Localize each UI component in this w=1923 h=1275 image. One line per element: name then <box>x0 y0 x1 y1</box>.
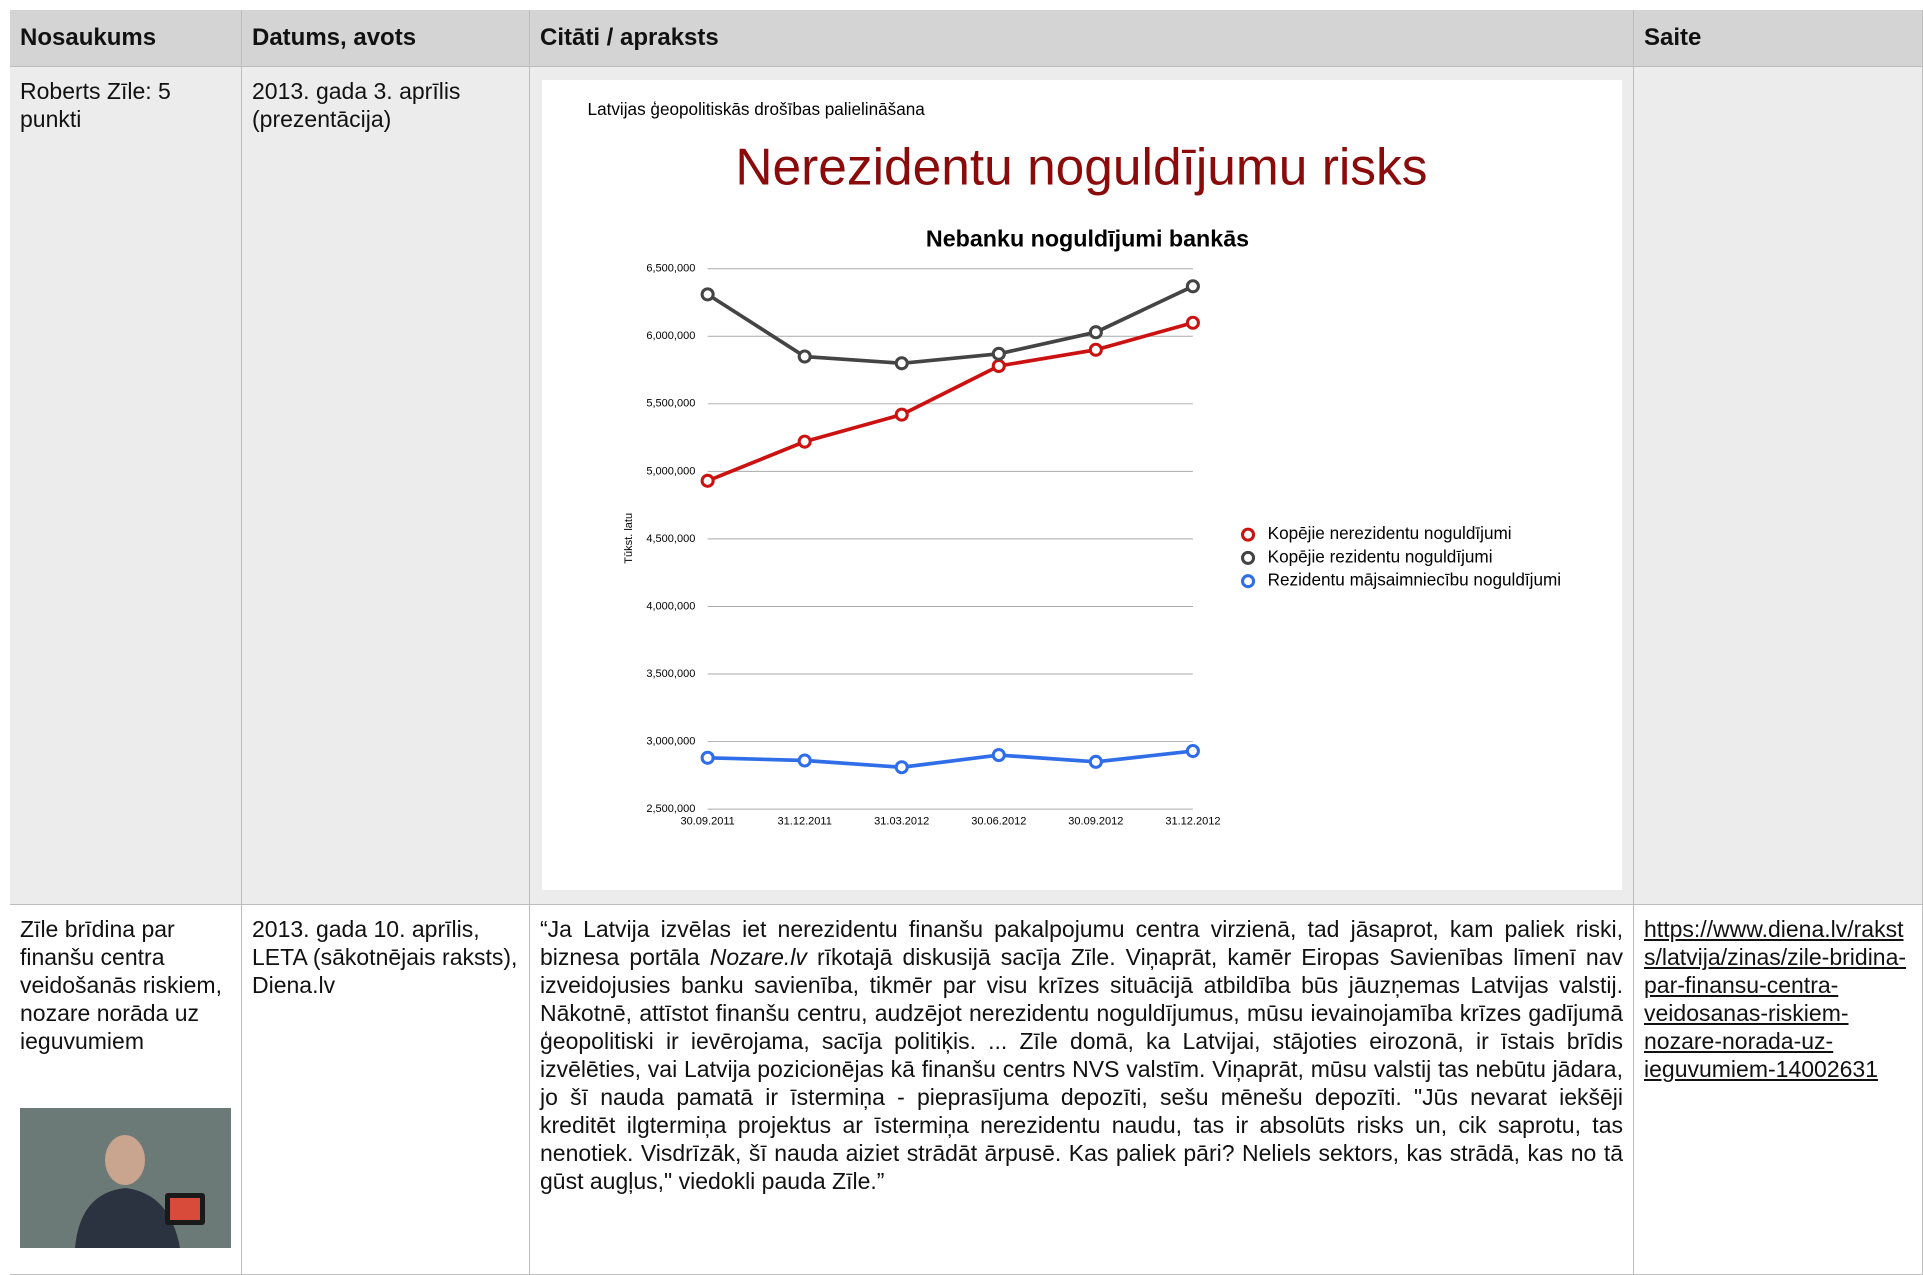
line <box>708 323 1193 481</box>
y-tick-label: 2,500,000 <box>646 803 695 815</box>
y-axis-label: Tūkst. latu <box>623 513 635 564</box>
legend-marker <box>1243 529 1254 540</box>
point <box>702 475 713 486</box>
cell: Zīle brīdina par finanšu centra veidošan… <box>10 905 242 1275</box>
point <box>993 348 1004 359</box>
line <box>708 751 1193 767</box>
point <box>1187 317 1198 328</box>
point <box>896 409 907 420</box>
cell: Latvijas ģeopolitiskās drošības palielin… <box>530 67 1634 905</box>
y-tick-label: 5,000,000 <box>646 465 695 477</box>
cell: 2013. gada 10. aprīlis, LETA (sākotnējai… <box>242 905 530 1275</box>
x-tick-label: 31.12.2012 <box>1165 815 1220 827</box>
point <box>993 750 1004 761</box>
chart-title: Nerezidentu noguldījumu risks <box>735 137 1427 195</box>
cell <box>1634 67 1923 905</box>
header-cell: Datums, avots <box>242 10 530 67</box>
point <box>799 755 810 766</box>
quote-italic: Nozare.lv <box>710 944 807 970</box>
y-tick-label: 3,000,000 <box>646 735 695 747</box>
quote-text: rīkotajā diskusijā sacīja Zīle. Viņaprāt… <box>540 944 1623 1194</box>
cell-text: Zīle brīdina par finanšu centra veidošan… <box>20 915 231 1055</box>
point <box>1090 344 1101 355</box>
y-tick-label: 6,000,000 <box>646 330 695 342</box>
cell: 2013. gada 3. aprīlis (prezentācija) <box>242 67 530 905</box>
x-tick-label: 31.03.2012 <box>874 815 929 827</box>
slide-header: Latvijas ģeopolitiskās drošības palielin… <box>588 99 926 119</box>
point <box>1090 756 1101 767</box>
chart: Latvijas ģeopolitiskās drošības palielin… <box>542 80 1622 890</box>
legend-label: Kopējie nerezidentu noguldījumi <box>1268 523 1512 543</box>
point <box>1090 327 1101 338</box>
x-tick-label: 30.09.2011 <box>680 815 734 827</box>
y-tick-label: 6,500,000 <box>646 263 695 275</box>
cell: “Ja Latvija izvēlas iet nerezidentu fina… <box>530 905 1634 1275</box>
photo <box>20 1108 231 1248</box>
point <box>799 436 810 447</box>
legend-label: Kopējie rezidentu noguldījumi <box>1268 546 1493 566</box>
legend-marker <box>1243 552 1254 563</box>
header-cell: Citāti / apraksts <box>530 10 1634 67</box>
y-tick-label: 3,500,000 <box>646 668 695 680</box>
y-tick-label: 4,000,000 <box>646 600 695 612</box>
y-tick-label: 5,500,000 <box>646 398 695 410</box>
point <box>1187 281 1198 292</box>
legend-label: Rezidentu mājsaimniecību noguldījumi <box>1268 570 1561 590</box>
point <box>896 358 907 369</box>
link[interactable]: https://www.diena.lv/raksts/latvija/zina… <box>1644 916 1906 1082</box>
x-tick-label: 30.09.2012 <box>1068 815 1123 827</box>
point <box>799 351 810 362</box>
point <box>702 289 713 300</box>
x-tick-label: 31.12.2011 <box>778 815 832 827</box>
header-cell: Nosaukums <box>10 10 242 67</box>
line <box>708 286 1193 363</box>
page: Nosaukums Datums, avots Citāti / aprakst… <box>0 0 1923 1275</box>
y-tick-label: 4,500,000 <box>646 533 695 545</box>
legend-marker <box>1243 576 1254 587</box>
chart-subtitle: Nebanku noguldījumi bankās <box>926 226 1249 252</box>
point <box>896 762 907 773</box>
x-tick-label: 30.06.2012 <box>971 815 1026 827</box>
point <box>993 360 1004 371</box>
cell: https://www.diena.lv/raksts/latvija/zina… <box>1634 905 1923 1275</box>
cell: Roberts Zīle: 5 punkti <box>10 67 242 905</box>
header-cell: Saite <box>1634 10 1923 67</box>
point <box>702 752 713 763</box>
point <box>1187 746 1198 757</box>
